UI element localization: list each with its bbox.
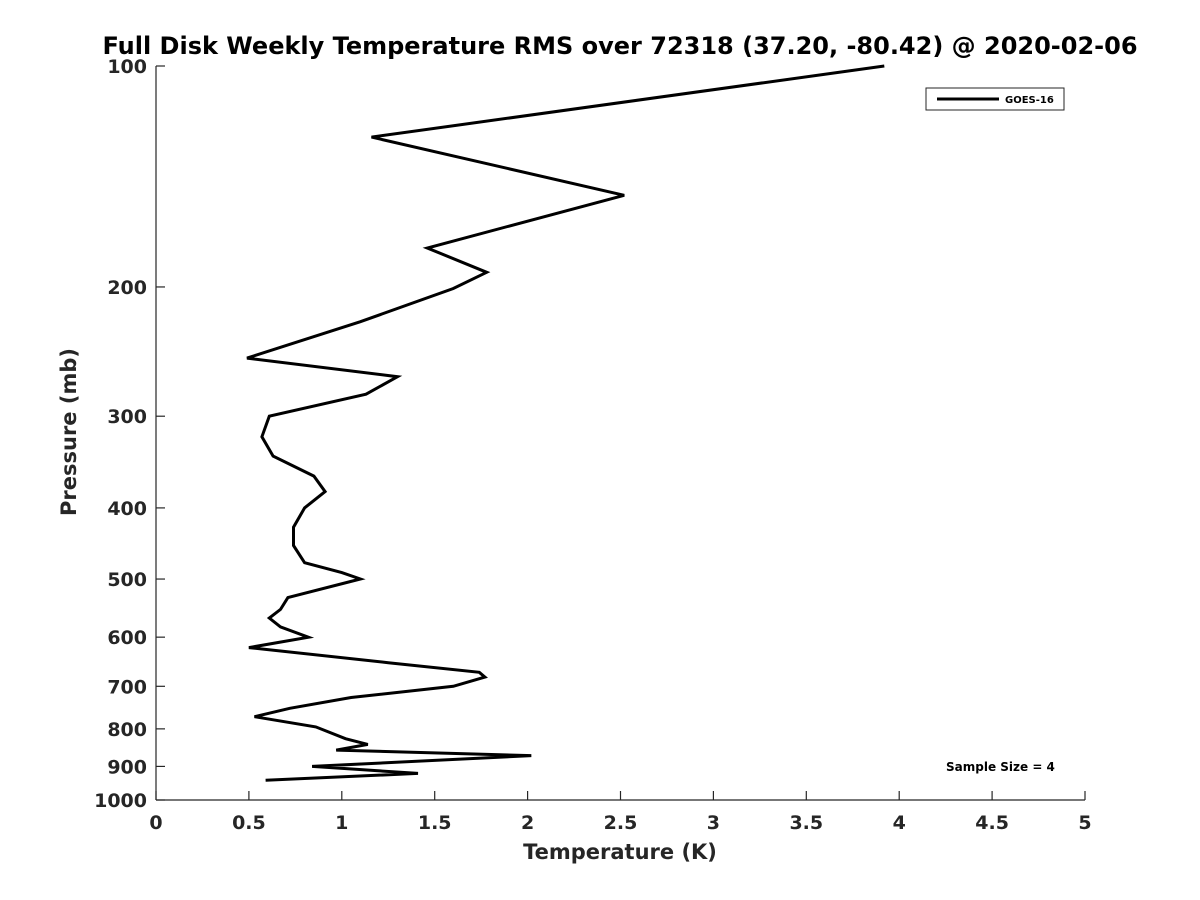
y-tick-label: 200 [107,277,147,299]
y-tick-label: 700 [107,676,147,698]
axes: 0 0.5 1 1.5 2 2.5 3 3.5 4 4.5 5 100 200 300 400 500 600 7… [94,56,1092,834]
y-tick-label: 600 [107,627,147,649]
x-tick-label: 1.5 [418,812,452,834]
y-tick-label: 300 [107,406,147,428]
x-tick-label: 4 [893,812,906,834]
y-tick-label: 900 [107,756,147,778]
x-tick-label: 3 [707,812,720,834]
series-line-GOES-16 [246,64,885,782]
y-tick-label: 400 [107,498,147,520]
x-tick-label: 1 [335,812,348,834]
x-tick-label: 5 [1078,812,1091,834]
sample-size-annotation: Sample Size = 4 [946,760,1055,774]
legend-label: GOES-16 [1005,95,1054,106]
x-tick-label: 0 [149,812,162,834]
y-tick-label: 1000 [94,790,147,812]
x-tick-label: 0.5 [232,812,266,834]
y-axis-label: Pressure (mb) [57,348,81,516]
y-tick-label: 800 [107,719,147,741]
x-tick-label: 4.5 [975,812,1009,834]
series-layer [246,64,885,782]
x-tick-label: 2.5 [604,812,638,834]
x-tick-label: 2 [521,812,534,834]
x-tick-label: 3.5 [789,812,823,834]
legend: GOES-16 [925,87,1065,111]
chart-title: Full Disk Weekly Temperature RMS over 72… [102,32,1137,60]
x-axis-label: Temperature (K) [523,840,717,864]
y-tick-label: 500 [107,569,147,591]
y-tick-label: 100 [107,56,147,78]
